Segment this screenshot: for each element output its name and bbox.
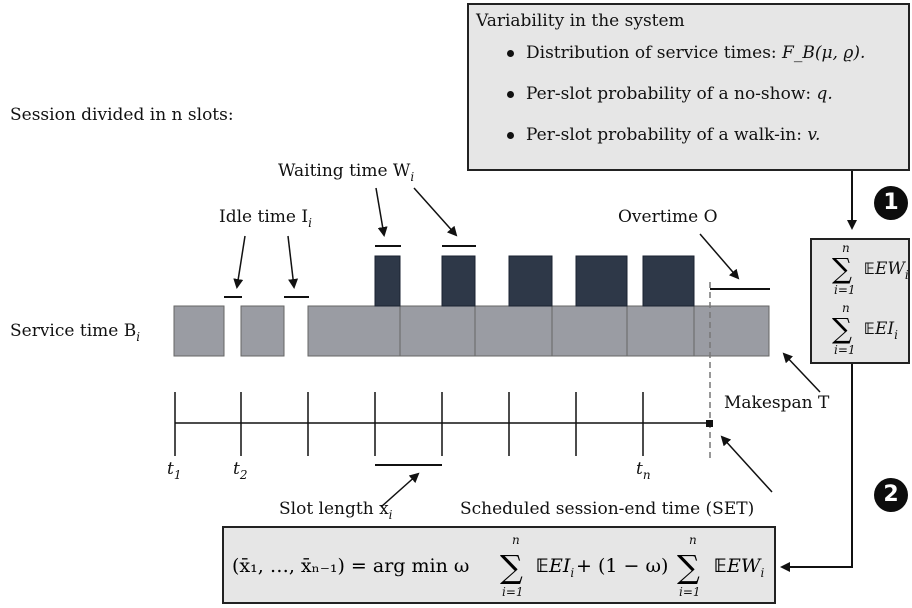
service-blocks [173, 305, 770, 357]
makespan-arrow [782, 352, 821, 393]
variability-item: Per-slot probability of a no-show: q. [507, 82, 865, 106]
connector-step-2 [780, 364, 853, 572]
service-block [693, 305, 770, 357]
sum-symbol: ∑ [832, 252, 852, 285]
overtime-arrow [699, 233, 740, 280]
term-ei: 𝔼EIi [536, 555, 574, 580]
variability-title: Variability in the system [476, 11, 685, 31]
waiting-time-label: Waiting time Wi [278, 161, 414, 184]
variability-item: Distribution of service times: F_B(μ, ϱ)… [507, 41, 865, 65]
service-block [551, 305, 628, 357]
service-block [173, 305, 225, 357]
tick-label-t1: t1 [167, 459, 181, 482]
waiting-block [642, 255, 695, 307]
set-marker [706, 420, 713, 427]
optimization-formula: (x̄₁, …, x̄ₙ₋₁) = arg min ω n ∑ i=1 𝔼EIi… [232, 533, 764, 599]
idle-arrow [287, 235, 299, 289]
session-label: Session divided in n slots: [10, 105, 234, 125]
term-ew: 𝔼EWi [864, 259, 908, 282]
overtime-label: Overtime O [618, 207, 718, 227]
sum-top: n [842, 241, 850, 255]
bullet-icon [507, 132, 514, 139]
optimization-box: (x̄₁, …, x̄ₙ₋₁) = arg min ω n ∑ i=1 𝔼EIi… [222, 526, 776, 604]
sum-top: n [512, 533, 520, 547]
service-block [626, 305, 695, 357]
waiting-block [441, 255, 476, 307]
sum-symbol: ∑ [677, 548, 700, 586]
expectations-formula: n ∑ i=1 𝔼EWi n ∑ i=1 𝔼EIi [832, 241, 909, 357]
tick-label-t2: t2 [233, 459, 247, 482]
bullet-icon [507, 50, 514, 57]
service-block [474, 305, 553, 357]
sum-bottom: i=1 [502, 585, 524, 599]
sum-symbol: ∑ [500, 548, 523, 586]
term-ei: 𝔼EIi [864, 319, 898, 342]
slot-length-arrow [380, 472, 420, 508]
tick-label-tn: tn [636, 459, 651, 482]
waiting-block [374, 255, 401, 307]
expectations-box: n ∑ i=1 𝔼EWi n ∑ i=1 𝔼EIi [810, 238, 910, 364]
term-ew: 𝔼EWi [714, 555, 764, 580]
sum-top: n [689, 533, 697, 547]
term-plus: + (1 − ω) [576, 555, 668, 577]
service-time-label: Service time Bi [10, 321, 140, 344]
waiting-arrow [375, 187, 388, 237]
idle-time-label: Idle time Ii [219, 207, 312, 230]
waiting-block [508, 255, 553, 307]
sum-bottom: i=1 [679, 585, 701, 599]
bullet-icon [507, 91, 514, 98]
variability-item: Per-slot probability of a walk-in: v. [507, 123, 865, 147]
optimization-lhs: (x̄₁, …, x̄ₙ₋₁) = arg min ω [232, 555, 469, 577]
service-block [399, 305, 476, 357]
waiting-blocks [374, 255, 695, 307]
slot-length-label: Slot length xi [279, 499, 393, 522]
set-label: Scheduled session-end time (SET) [460, 499, 754, 519]
idle-arrow [233, 235, 246, 289]
waiting-block [575, 255, 628, 307]
set-arrow [720, 435, 773, 493]
sum-top: n [842, 301, 850, 315]
step-two-badge: 2 [874, 478, 908, 512]
variability-list: Distribution of service times: F_B(μ, ϱ)… [507, 41, 865, 164]
sum-bottom: i=1 [834, 343, 856, 357]
timeline [174, 392, 710, 456]
waiting-arrow [413, 187, 458, 237]
variability-box: Variability in the system Distribution o… [467, 3, 910, 171]
sum-bottom: i=1 [834, 283, 856, 297]
service-block [307, 305, 401, 357]
service-block [240, 305, 285, 357]
makespan-label: Makespan T [724, 393, 830, 413]
sum-symbol: ∑ [832, 312, 852, 345]
step-one-badge: 1 [874, 186, 908, 220]
